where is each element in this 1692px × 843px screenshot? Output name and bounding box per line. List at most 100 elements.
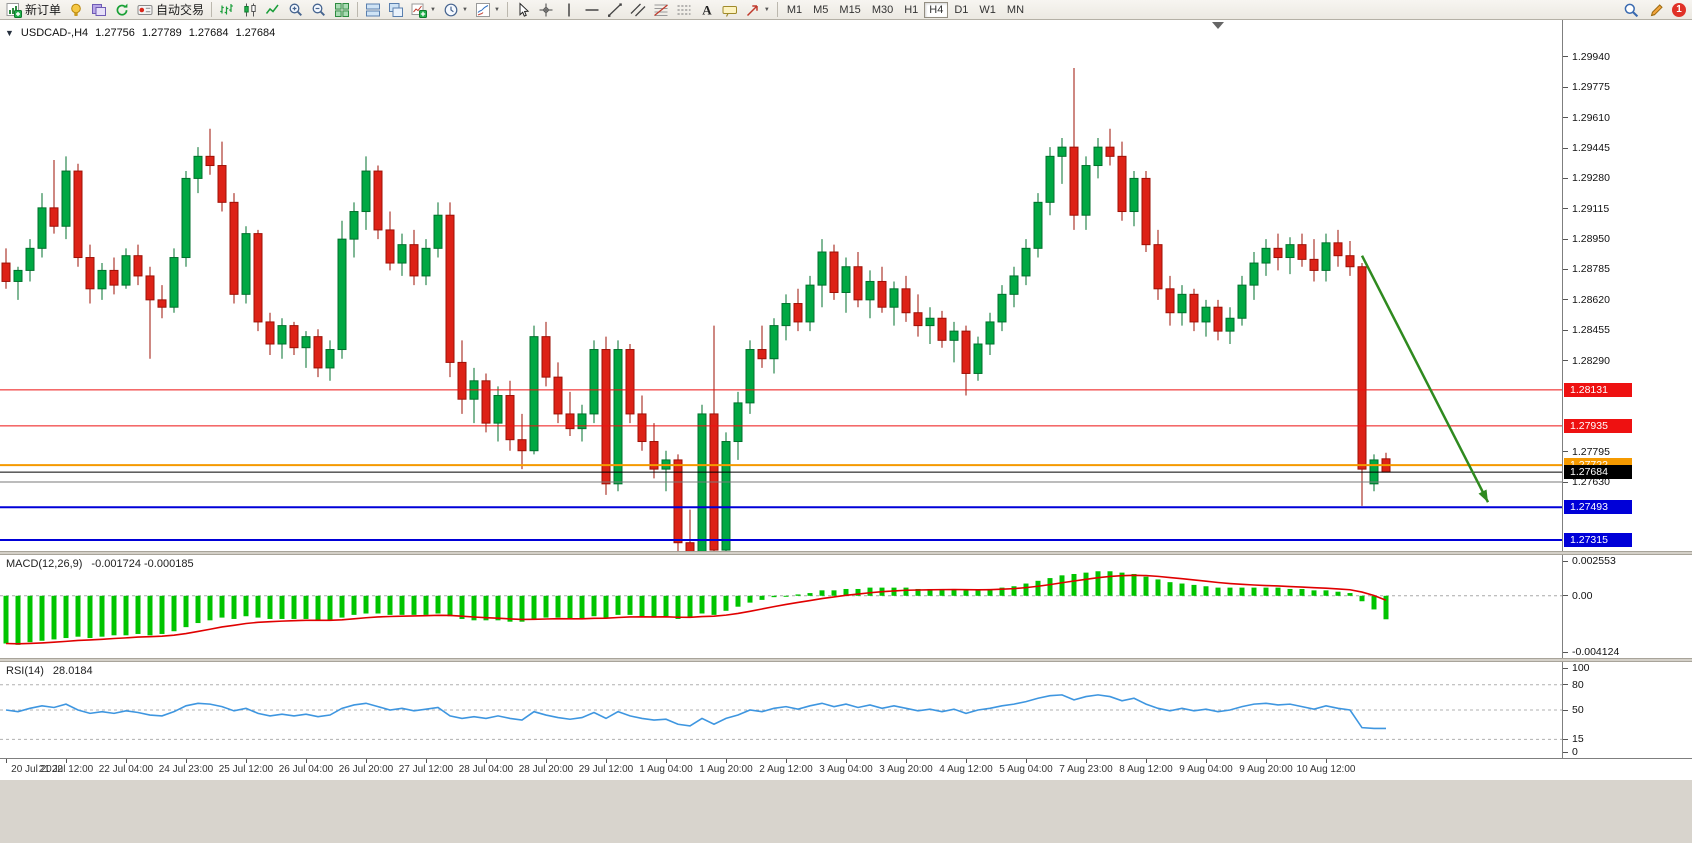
rsi-axis-tick: 100 <box>1572 662 1590 674</box>
edit-button[interactable] <box>1646 1 1668 19</box>
macd-canvas[interactable] <box>0 555 1562 658</box>
market-watch-button[interactable] <box>65 1 87 19</box>
main-chart-panel[interactable]: ▼ USDCAD-,H4 1.27756 1.27789 1.27684 1.2… <box>0 20 1562 551</box>
axis-tick-mark <box>1563 330 1568 331</box>
rsi-name: RSI(14) <box>6 665 44 677</box>
price-axis[interactable]: 1.29940 1.29775 1.29610 1.29445 1.29280 1.291… <box>1562 20 1692 758</box>
time-axis-tick-mark <box>546 759 547 763</box>
search-button[interactable] <box>1620 1 1642 19</box>
cycle-lines-tool-button[interactable] <box>673 1 695 19</box>
timeframe-m15-button[interactable]: M15 <box>834 2 865 18</box>
chevron-down-icon: ▼ <box>461 6 468 13</box>
time-axis[interactable]: 20 Jul 2022 21 Jul 12:00 22 Jul 04:00 24 Ju… <box>0 758 1692 780</box>
time-axis-tick-mark <box>1026 759 1027 763</box>
zoom-out-button[interactable] <box>308 1 330 19</box>
one-click-trading-toggle-icon[interactable]: ▼ <box>5 28 14 38</box>
trendline-tool-button[interactable] <box>604 1 626 19</box>
arrange-windows-button[interactable] <box>362 1 384 19</box>
fibonacci-tool-button[interactable] <box>650 1 672 19</box>
timeframe-m30-button[interactable]: M30 <box>867 2 898 18</box>
time-axis-tick-mark <box>1146 759 1147 763</box>
templates-button[interactable]: ▼ <box>472 1 503 19</box>
trend-arrow-object[interactable] <box>1360 255 1490 503</box>
axis-tick-mark <box>1563 56 1568 57</box>
macd-panel[interactable]: MACD(12,26,9) -0.001724 -0.000185 <box>0 555 1562 658</box>
crosshair-tool-button[interactable] <box>535 1 557 19</box>
time-axis-label: 10 Aug 12:00 <box>1296 764 1356 775</box>
time-axis-label: 4 Aug 12:00 <box>939 764 993 775</box>
rsi-axis-tick: 0 <box>1572 746 1578 758</box>
auto-trading-button-label: 自动交易 <box>156 3 205 17</box>
macd-axis-tick: 0.002553 <box>1572 555 1616 567</box>
horizontal-line-tool-button[interactable] <box>581 1 603 19</box>
rsi-panel[interactable]: RSI(14) 28.0184 <box>0 662 1562 758</box>
time-axis-tick-mark <box>306 759 307 763</box>
auto-trading-button[interactable]: 自动交易 <box>134 1 207 19</box>
time-axis-tick-mark <box>846 759 847 763</box>
vertical-line-tool-button[interactable] <box>558 1 580 19</box>
toolbar-separator <box>506 2 508 17</box>
text-label-tool-button[interactable] <box>719 1 741 19</box>
macd-indicator-label: MACD(12,26,9) -0.001724 -0.000185 <box>6 558 194 570</box>
time-axis-tick-mark <box>906 759 907 763</box>
periods-button[interactable]: ▼ <box>440 1 471 19</box>
timeframe-mn-button[interactable]: MN <box>1002 2 1029 18</box>
toolbar: 新订单 自动交易 ▼ ▼ ▼ A ▼ M1 M5 M15 M30 H1 H4 D1 W1 MN 1 <box>0 0 1692 20</box>
axis-tick-mark <box>1563 668 1568 669</box>
market-watch-icon <box>68 2 84 18</box>
new-chart-button[interactable]: ▼ <box>408 1 439 19</box>
arrange-windows-icon <box>365 2 381 18</box>
price-axis-tick: 1.29445 <box>1572 142 1610 155</box>
rsi-canvas[interactable] <box>0 662 1562 758</box>
macd-signal-line <box>5 574 1387 645</box>
timeframe-w1-button[interactable]: W1 <box>974 2 1001 18</box>
main-chart-canvas[interactable] <box>0 20 1562 551</box>
new-order-button[interactable]: 新订单 <box>3 1 64 19</box>
time-axis-label: 28 Jul 04:00 <box>458 764 514 775</box>
timeframe-m5-button[interactable]: M5 <box>808 2 833 18</box>
axis-tick-mark <box>1563 561 1568 562</box>
refresh-button[interactable] <box>111 1 133 19</box>
ohlc-open: 1.27756 <box>95 27 135 39</box>
data-window-button[interactable] <box>88 1 110 19</box>
axis-tick-mark <box>1563 451 1568 452</box>
tile-windows-button[interactable] <box>331 1 353 19</box>
rsi-axis-tick: 50 <box>1572 704 1584 716</box>
price-axis-tick: 1.28950 <box>1572 233 1610 246</box>
timeframe-m1-button[interactable]: M1 <box>782 2 807 18</box>
refresh-icon <box>114 2 130 18</box>
chevron-down-icon: ▼ <box>763 6 770 13</box>
candlestick-chart-button[interactable] <box>239 1 261 19</box>
cascade-windows-icon <box>388 2 404 18</box>
chart-ohlc-readout: ▼ USDCAD-,H4 1.27756 1.27789 1.27684 1.2… <box>5 27 275 39</box>
time-axis-tick-mark <box>366 759 367 763</box>
macd-axis-tick: -0.004124 <box>1572 646 1620 658</box>
zoom-in-button[interactable] <box>285 1 307 19</box>
time-axis-label: 21 Jul 12:00 <box>38 764 94 775</box>
line-chart-button[interactable] <box>262 1 284 19</box>
text-tool-button[interactable]: A <box>696 1 718 19</box>
time-axis-tick-mark <box>1206 759 1207 763</box>
time-axis-label: 1 Aug 04:00 <box>639 764 693 775</box>
axis-tick-mark <box>1563 739 1568 740</box>
channel-tool-button[interactable] <box>627 1 649 19</box>
chart-shift-marker-icon[interactable] <box>1212 22 1224 29</box>
panel-splitter-rsi[interactable] <box>0 658 1692 662</box>
templates-icon <box>475 2 491 18</box>
price-axis-tick: 1.29775 <box>1572 81 1610 94</box>
price-axis-tick: 1.27795 <box>1572 445 1610 458</box>
bar-chart-button[interactable] <box>216 1 238 19</box>
notification-badge[interactable]: 1 <box>1672 2 1686 17</box>
cursor-tool-button[interactable] <box>512 1 534 19</box>
timeframe-h4-button[interactable]: H4 <box>924 1 949 18</box>
macd-name: MACD(12,26,9) <box>6 558 83 570</box>
timeframe-d1-button[interactable]: D1 <box>949 2 973 18</box>
panel-splitter-macd[interactable] <box>0 551 1692 555</box>
cursor-icon <box>515 1 531 18</box>
cycles-icon <box>676 2 692 18</box>
arrows-tool-button[interactable]: ▼ <box>742 1 773 19</box>
timeframe-h1-button[interactable]: H1 <box>899 2 923 18</box>
rsi-line <box>5 694 1387 730</box>
cascade-windows-button[interactable] <box>385 1 407 19</box>
chart-candles-icon <box>242 2 258 18</box>
